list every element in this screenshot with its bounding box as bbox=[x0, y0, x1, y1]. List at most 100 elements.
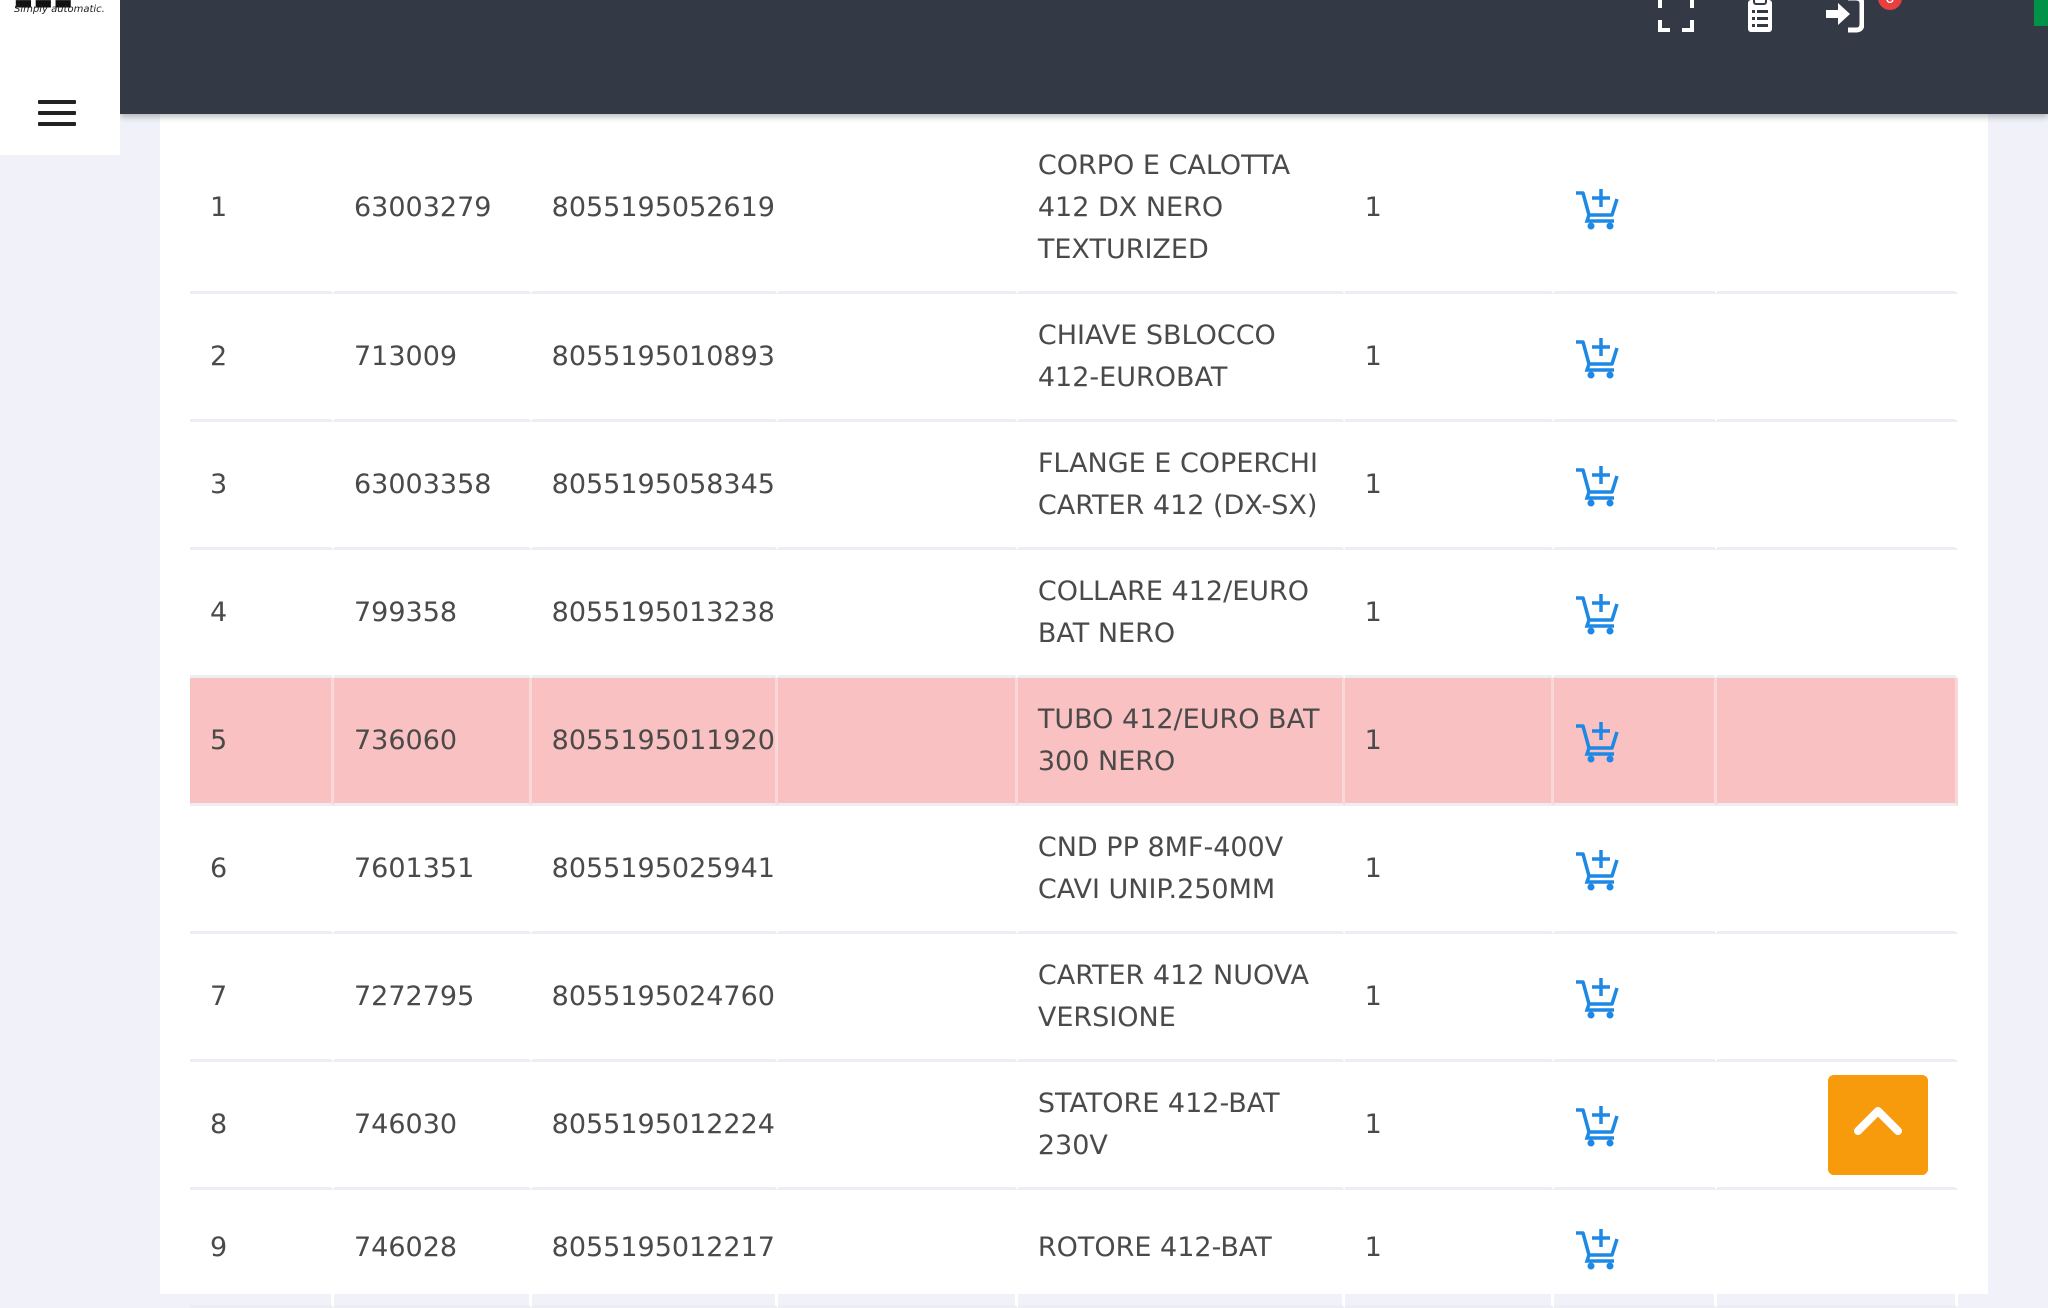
logo: ▬▬▬ bbox=[14, 0, 74, 14]
part-code: 713009 bbox=[334, 294, 532, 422]
quantity: 1 bbox=[1344, 934, 1554, 1062]
cart-cell bbox=[1553, 550, 1718, 678]
italian-flag-icon[interactable] bbox=[2034, 0, 2048, 26]
table-row[interactable]: 5 736060 8055195011920 TUBO 412/EURO BAT 300… bbox=[190, 678, 1958, 806]
table-row[interactable]: 7 7272795 8055195024760 CARTER 412 NUOVA VER… bbox=[190, 934, 1958, 1062]
part-code-text: 63003279 bbox=[354, 191, 492, 223]
part-code-text: 746028 bbox=[354, 1231, 458, 1263]
add-to-cart-icon[interactable] bbox=[1574, 1102, 1620, 1148]
row-number-text: 3 bbox=[210, 468, 228, 500]
table-row[interactable]: 6 7601351 8055195025941 CND PP 8MF-400V CAVI… bbox=[190, 806, 1958, 934]
part-description: CARTER 412 NUOVA VERSIONE bbox=[1017, 934, 1345, 1062]
ean-code-text: 8055195013238 bbox=[551, 596, 775, 628]
description-line: VERSIONE bbox=[1037, 1001, 1176, 1033]
description-line: 412 DX NERO bbox=[1037, 191, 1224, 223]
part-code-text: 746030 bbox=[354, 1108, 458, 1140]
empty-cell bbox=[1717, 1062, 1958, 1190]
add-to-cart-icon[interactable] bbox=[1574, 334, 1620, 380]
quantity: 1 bbox=[1344, 124, 1554, 294]
quantity-text: 1 bbox=[1364, 852, 1382, 884]
row-number: 7 bbox=[190, 934, 334, 1062]
add-to-cart-icon[interactable] bbox=[1574, 718, 1620, 764]
cart-cell bbox=[1553, 806, 1718, 934]
table-row[interactable]: 3 63003358 8055195058345 FLANGE E COPERCHI C… bbox=[190, 422, 1958, 550]
fullscreen-icon[interactable] bbox=[1656, 0, 1696, 34]
table-row[interactable]: 9 746028 8055195012217 ROTORE 412-BAT 1 bbox=[190, 1190, 1958, 1308]
sign-in-icon[interactable] bbox=[1824, 0, 1864, 34]
empty-cell bbox=[1717, 678, 1958, 806]
part-description: CHIAVE SBLOCCO 412-EUROBAT bbox=[1017, 294, 1345, 422]
empty-cell bbox=[777, 294, 1018, 422]
table-row[interactable]: 1 63003279 8055195052619 CORPO E CALOTTA 412… bbox=[190, 124, 1958, 294]
description-line: CHIAVE SBLOCCO bbox=[1037, 319, 1276, 351]
add-to-cart-icon[interactable] bbox=[1574, 590, 1620, 636]
scroll-to-top-button[interactable] bbox=[1828, 1075, 1928, 1175]
empty-cell bbox=[777, 1062, 1018, 1190]
row-number-text: 6 bbox=[210, 852, 228, 884]
empty-cell bbox=[777, 678, 1018, 806]
part-description: STATORE 412-BAT 230V bbox=[1017, 1062, 1345, 1190]
empty-cell bbox=[777, 422, 1018, 550]
quantity: 1 bbox=[1344, 806, 1554, 934]
description-line: 300 NERO bbox=[1037, 745, 1176, 777]
ean-code: 8055195012224 bbox=[531, 1062, 778, 1190]
empty-cell bbox=[777, 806, 1018, 934]
add-to-cart-icon[interactable] bbox=[1574, 462, 1620, 508]
table-row[interactable]: 8 746030 8055195012224 STATORE 412-BAT 230V 1 bbox=[190, 1062, 1958, 1190]
cart-cell bbox=[1553, 1062, 1718, 1190]
row-number: 4 bbox=[190, 550, 334, 678]
empty-cell bbox=[777, 1190, 1018, 1308]
quantity: 1 bbox=[1344, 678, 1554, 806]
part-description: CND PP 8MF-400V CAVI UNIP.250MM bbox=[1017, 806, 1345, 934]
table-row[interactable]: 2 713009 8055195010893 CHIAVE SBLOCCO 412-EU… bbox=[190, 294, 1958, 422]
empty-cell bbox=[1717, 806, 1958, 934]
part-code: 7601351 bbox=[334, 806, 532, 934]
part-code: 736060 bbox=[334, 678, 532, 806]
quantity-text: 1 bbox=[1364, 191, 1382, 223]
empty-cell bbox=[777, 934, 1018, 1062]
part-description: ROTORE 412-BAT bbox=[1017, 1190, 1345, 1308]
part-code-text: 736060 bbox=[354, 724, 458, 756]
table-row[interactable]: 4 799358 8055195013238 COLLARE 412/EURO BAT … bbox=[190, 550, 1958, 678]
row-number-text: 4 bbox=[210, 596, 228, 628]
cart-cell bbox=[1553, 294, 1718, 422]
empty-cell bbox=[1717, 294, 1958, 422]
quantity-text: 1 bbox=[1364, 980, 1382, 1012]
clipboard-list-icon[interactable] bbox=[1740, 0, 1780, 34]
part-code-text: 799358 bbox=[354, 596, 458, 628]
quantity: 1 bbox=[1344, 550, 1554, 678]
row-number-text: 9 bbox=[210, 1231, 228, 1263]
quantity: 1 bbox=[1344, 294, 1554, 422]
add-to-cart-icon[interactable] bbox=[1574, 185, 1620, 231]
ean-code: 8055195013238 bbox=[531, 550, 778, 678]
part-description: TUBO 412/EURO BAT 300 NERO bbox=[1017, 678, 1345, 806]
part-code-text: 7601351 bbox=[354, 852, 475, 884]
ean-code: 8055195024760 bbox=[531, 934, 778, 1062]
cart-cell bbox=[1553, 678, 1718, 806]
description-line: 412-EUROBAT bbox=[1037, 361, 1228, 393]
quantity-text: 1 bbox=[1364, 468, 1382, 500]
description-line: CORPO E CALOTTA bbox=[1037, 149, 1291, 181]
empty-cell bbox=[1717, 1190, 1958, 1308]
row-number-text: 1 bbox=[210, 191, 228, 223]
ean-code-text: 8055195058345 bbox=[551, 468, 775, 500]
part-code: 746030 bbox=[334, 1062, 532, 1190]
quantity-text: 1 bbox=[1364, 340, 1382, 372]
ean-code-text: 8055195012217 bbox=[551, 1231, 775, 1263]
add-to-cart-icon[interactable] bbox=[1574, 846, 1620, 892]
add-to-cart-icon[interactable] bbox=[1574, 974, 1620, 1020]
spare-parts-table: 1 63003279 8055195052619 CORPO E CALOTTA 412… bbox=[190, 124, 1958, 1308]
description-line: COLLARE 412/EURO bbox=[1037, 575, 1310, 607]
top-navbar: 0 bbox=[120, 0, 2048, 114]
add-to-cart-icon[interactable] bbox=[1574, 1225, 1620, 1271]
cart-cell bbox=[1553, 124, 1718, 294]
quantity: 1 bbox=[1344, 1062, 1554, 1190]
cart-cell bbox=[1553, 422, 1718, 550]
part-code-text: 63003358 bbox=[354, 468, 492, 500]
quantity-text: 1 bbox=[1364, 1108, 1382, 1140]
ean-code-text: 8055195025941 bbox=[551, 852, 775, 884]
empty-cell bbox=[777, 124, 1018, 294]
ean-code-text: 8055195024760 bbox=[551, 980, 775, 1012]
description-line: TUBO 412/EURO BAT bbox=[1037, 703, 1320, 735]
menu-toggle-button[interactable] bbox=[38, 100, 76, 128]
